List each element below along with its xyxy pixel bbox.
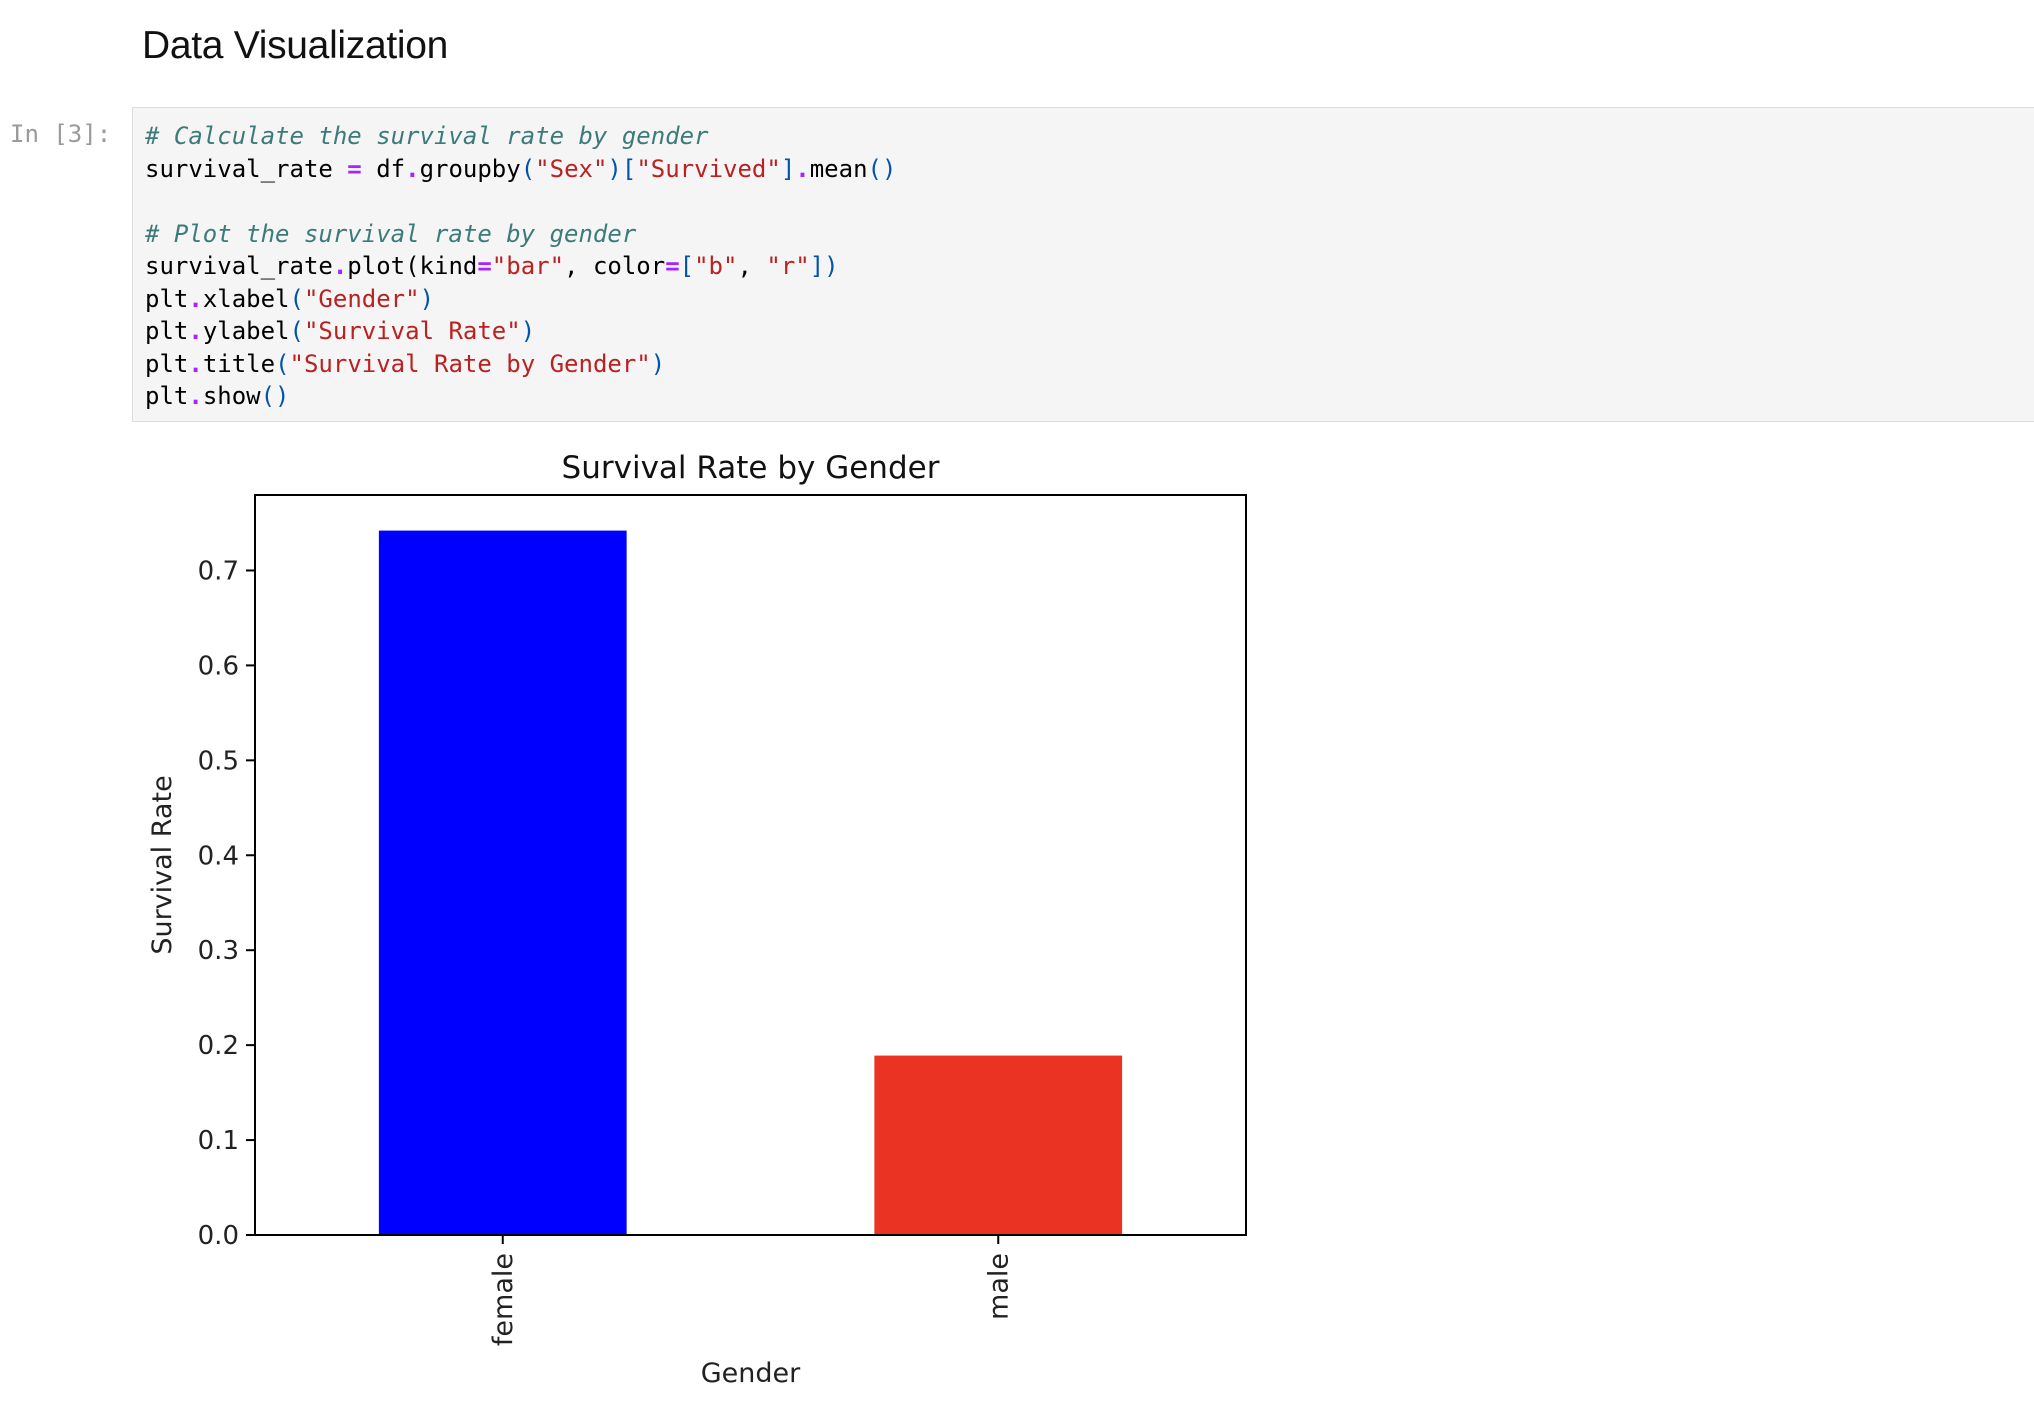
code-token: survival_rate bbox=[145, 154, 348, 183]
y-tick-label: 0.2 bbox=[198, 1031, 239, 1061]
code-token: ]) bbox=[809, 252, 839, 280]
code-token: df bbox=[361, 154, 406, 183]
code-token: # Calculate the survival rate by gender bbox=[145, 122, 709, 150]
code-line[interactable]: # Calculate the survival rate by gender bbox=[145, 120, 896, 153]
plot-frame bbox=[254, 494, 1247, 1236]
y-tick-label: 0.7 bbox=[198, 556, 239, 586]
code-token: [ bbox=[679, 252, 695, 280]
code-token: show bbox=[202, 382, 261, 410]
code-token: ( bbox=[275, 349, 290, 378]
code-token: plot(kind bbox=[347, 252, 478, 280]
cell-prompt: In [3]: bbox=[10, 120, 112, 148]
code-token: () bbox=[867, 154, 897, 183]
code-token: # Plot the survival rate by gender bbox=[145, 219, 637, 248]
code-token: survival_rate bbox=[145, 252, 333, 280]
code-token: , bbox=[737, 252, 767, 280]
code-token: "Survival Rate by Gender" bbox=[289, 349, 651, 378]
bar-male bbox=[874, 1055, 1123, 1235]
code-token: ( bbox=[520, 154, 536, 183]
code-line[interactable]: # Plot the survival rate by gender bbox=[145, 218, 896, 251]
code-line[interactable]: plt.ylabel("Survival Rate") bbox=[145, 315, 896, 348]
y-tick-label: 0.1 bbox=[198, 1126, 239, 1156]
x-axis-label: Gender bbox=[701, 1358, 801, 1389]
code-token: ( bbox=[289, 284, 304, 313]
code-token: )[ bbox=[607, 154, 637, 183]
code-token: xlabel bbox=[202, 284, 290, 313]
code-token: "r" bbox=[766, 252, 810, 280]
code-token: mean bbox=[809, 154, 868, 183]
code-token: . bbox=[188, 284, 203, 313]
code-token: = bbox=[347, 154, 362, 183]
code-token: plt bbox=[145, 317, 189, 345]
code-line[interactable]: survival_rate = df.groupby("Sex")["Survi… bbox=[145, 153, 896, 186]
code-token: "Survival Rate" bbox=[303, 317, 521, 345]
code-token: . bbox=[188, 317, 203, 345]
code-line[interactable] bbox=[145, 185, 896, 218]
code-token: "bar" bbox=[491, 252, 565, 280]
code-token: () bbox=[260, 382, 290, 410]
code-line[interactable]: plt.xlabel("Gender") bbox=[145, 283, 896, 316]
code-token: "b" bbox=[694, 252, 738, 280]
code-token: ) bbox=[520, 317, 536, 345]
y-tick-label: 0.5 bbox=[198, 746, 239, 776]
section-heading: Data Visualization bbox=[142, 24, 449, 67]
code-token: . bbox=[332, 252, 348, 280]
x-tick-label: female bbox=[488, 1253, 519, 1346]
x-tick-label: male bbox=[983, 1253, 1014, 1320]
y-tick-label: 0.3 bbox=[198, 936, 239, 966]
code-token: "Survived" bbox=[636, 154, 781, 183]
y-axis-label: Survival Rate bbox=[147, 775, 178, 954]
code-token: ) bbox=[419, 284, 435, 313]
code-token: "Gender" bbox=[303, 284, 420, 313]
code-cell-editor[interactable]: # Calculate the survival rate by gender s… bbox=[132, 107, 2034, 422]
y-tick-label: 0.6 bbox=[198, 651, 239, 681]
code-token: . bbox=[405, 154, 420, 183]
code-token: plt bbox=[145, 349, 189, 378]
code-token: ) bbox=[650, 349, 666, 378]
code-token: ] bbox=[780, 154, 796, 183]
code-token: "Sex" bbox=[535, 154, 608, 183]
code-text[interactable]: # Calculate the survival rate by gender s… bbox=[145, 120, 896, 413]
code-token: groupby bbox=[419, 154, 521, 183]
code-line[interactable]: plt.title("Survival Rate by Gender") bbox=[145, 348, 896, 381]
code-token: ( bbox=[289, 317, 304, 345]
y-tick-label: 0.4 bbox=[198, 841, 239, 871]
y-tick-label: 0.0 bbox=[198, 1221, 239, 1251]
code-token: . bbox=[795, 154, 810, 183]
code-token: . bbox=[188, 349, 203, 378]
code-token: plt bbox=[145, 382, 189, 410]
code-token: = bbox=[665, 252, 680, 280]
code-token: = bbox=[477, 252, 492, 280]
code-token: title bbox=[202, 349, 276, 378]
code-line[interactable]: plt.show() bbox=[145, 380, 896, 413]
bar-chart: 0.0 0.1 0.2 0.3 0.4 0.5 0.6 0.7 female male Surv… bbox=[147, 450, 1247, 1389]
code-token: plt bbox=[145, 284, 189, 313]
code-token: ylabel bbox=[202, 317, 290, 345]
code-line[interactable]: survival_rate.plot(kind="bar", color=["b… bbox=[145, 250, 896, 283]
bar-female bbox=[378, 530, 627, 1235]
code-token: , color bbox=[564, 252, 666, 280]
code-token: . bbox=[188, 382, 203, 410]
chart-title: Survival Rate by Gender bbox=[562, 450, 940, 486]
